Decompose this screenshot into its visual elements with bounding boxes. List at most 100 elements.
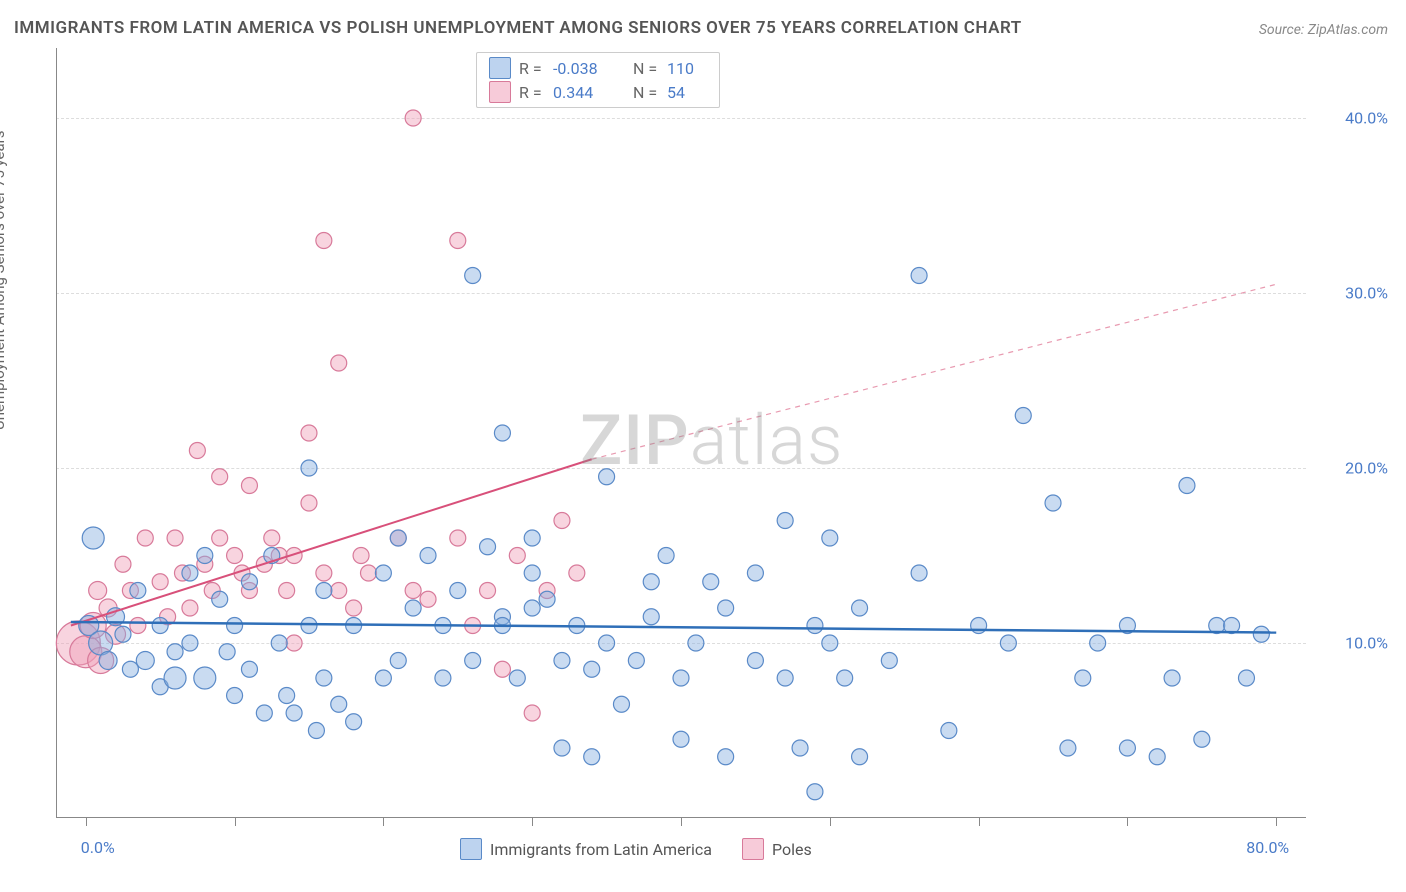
point-series-a (1015, 408, 1031, 424)
point-series-a (301, 460, 317, 476)
point-series-a (852, 749, 868, 765)
x-tick (86, 818, 87, 826)
point-series-a (628, 653, 644, 669)
point-series-a (390, 530, 406, 546)
point-series-a (852, 600, 868, 616)
point-series-a (807, 618, 823, 634)
point-series-a (256, 705, 272, 721)
point-series-b (494, 661, 510, 677)
r-value: 0.344 (553, 83, 625, 102)
trend-line-a (71, 622, 1276, 633)
point-series-a (346, 714, 362, 730)
point-series-a (194, 667, 216, 689)
point-series-b (450, 233, 466, 249)
point-series-b (152, 574, 168, 590)
r-label: R = (519, 59, 545, 78)
point-series-a (219, 644, 235, 660)
point-series-a (554, 653, 570, 669)
point-series-a (881, 653, 897, 669)
point-series-b (212, 530, 228, 546)
point-series-a (747, 653, 763, 669)
point-series-a (197, 548, 213, 564)
legend-series-item: Immigrants from Latin America (460, 838, 712, 860)
n-value: 54 (667, 83, 707, 102)
r-value: -0.038 (553, 59, 625, 78)
point-series-b (115, 556, 131, 572)
point-series-b (353, 548, 369, 564)
point-series-a (494, 425, 510, 441)
point-series-b (420, 591, 436, 607)
point-series-a (420, 548, 436, 564)
point-series-b (279, 583, 295, 599)
source-attribution: Source: ZipAtlas.com (1259, 22, 1388, 38)
x-tick (1127, 818, 1128, 826)
point-series-a (1253, 626, 1269, 642)
point-series-a (837, 670, 853, 686)
point-series-b (346, 600, 362, 616)
r-label: R = (519, 83, 545, 102)
point-series-b (405, 583, 421, 599)
point-series-a (1000, 635, 1016, 651)
point-series-a (718, 600, 734, 616)
point-series-a (227, 688, 243, 704)
point-series-b (227, 548, 243, 564)
point-series-a (643, 574, 659, 590)
x-tick-label: 80.0% (1246, 838, 1289, 857)
point-series-a (480, 539, 496, 555)
point-series-a (792, 740, 808, 756)
point-series-b (316, 233, 332, 249)
legend-series-item: Poles (742, 838, 812, 860)
x-tick-label: 0.0% (81, 838, 115, 857)
point-series-b (241, 478, 257, 494)
y-tick-label: 30.0% (1345, 284, 1388, 303)
y-tick-label: 20.0% (1345, 459, 1388, 478)
x-tick (532, 818, 533, 826)
point-series-a (241, 574, 257, 590)
point-series-a (524, 530, 540, 546)
point-series-a (435, 670, 451, 686)
point-series-a (1179, 478, 1195, 494)
point-series-a (1090, 635, 1106, 651)
legend-series: Immigrants from Latin America Poles (460, 838, 812, 860)
point-series-a (584, 749, 600, 765)
n-label: N = (633, 83, 659, 102)
point-series-a (1164, 670, 1180, 686)
point-series-a (316, 670, 332, 686)
legend-swatch (489, 81, 511, 103)
point-series-a (822, 635, 838, 651)
point-series-a (405, 600, 421, 616)
point-series-b (331, 583, 347, 599)
point-series-a (1045, 495, 1061, 511)
point-series-a (777, 513, 793, 529)
scatter-plot-svg (56, 48, 1306, 818)
point-series-a (136, 652, 154, 670)
point-series-b (301, 425, 317, 441)
point-series-a (130, 583, 146, 599)
point-series-a (1075, 670, 1091, 686)
point-series-a (703, 574, 719, 590)
point-series-a (539, 591, 555, 607)
point-series-a (316, 583, 332, 599)
point-series-a (613, 696, 629, 712)
x-tick (235, 818, 236, 826)
point-series-b (524, 705, 540, 721)
point-series-a (747, 565, 763, 581)
point-series-b (361, 565, 377, 581)
point-series-a (911, 268, 927, 284)
legend-correlation-row: R =-0.038N =110 (489, 57, 707, 79)
x-tick (830, 818, 831, 826)
point-series-b (509, 548, 525, 564)
chart-title: IMMIGRANTS FROM LATIN AMERICA VS POLISH … (14, 18, 1022, 38)
point-series-a (271, 635, 287, 651)
point-series-a (308, 723, 324, 739)
point-series-b (405, 110, 421, 126)
legend-correlation-row: R = 0.344 N = 54 (489, 81, 707, 103)
point-series-a (212, 591, 228, 607)
point-series-a (375, 670, 391, 686)
point-series-a (688, 635, 704, 651)
point-series-a (643, 609, 659, 625)
point-series-a (182, 565, 198, 581)
legend-series-label: Poles (772, 840, 812, 859)
point-series-b (316, 565, 332, 581)
point-series-b (301, 495, 317, 511)
